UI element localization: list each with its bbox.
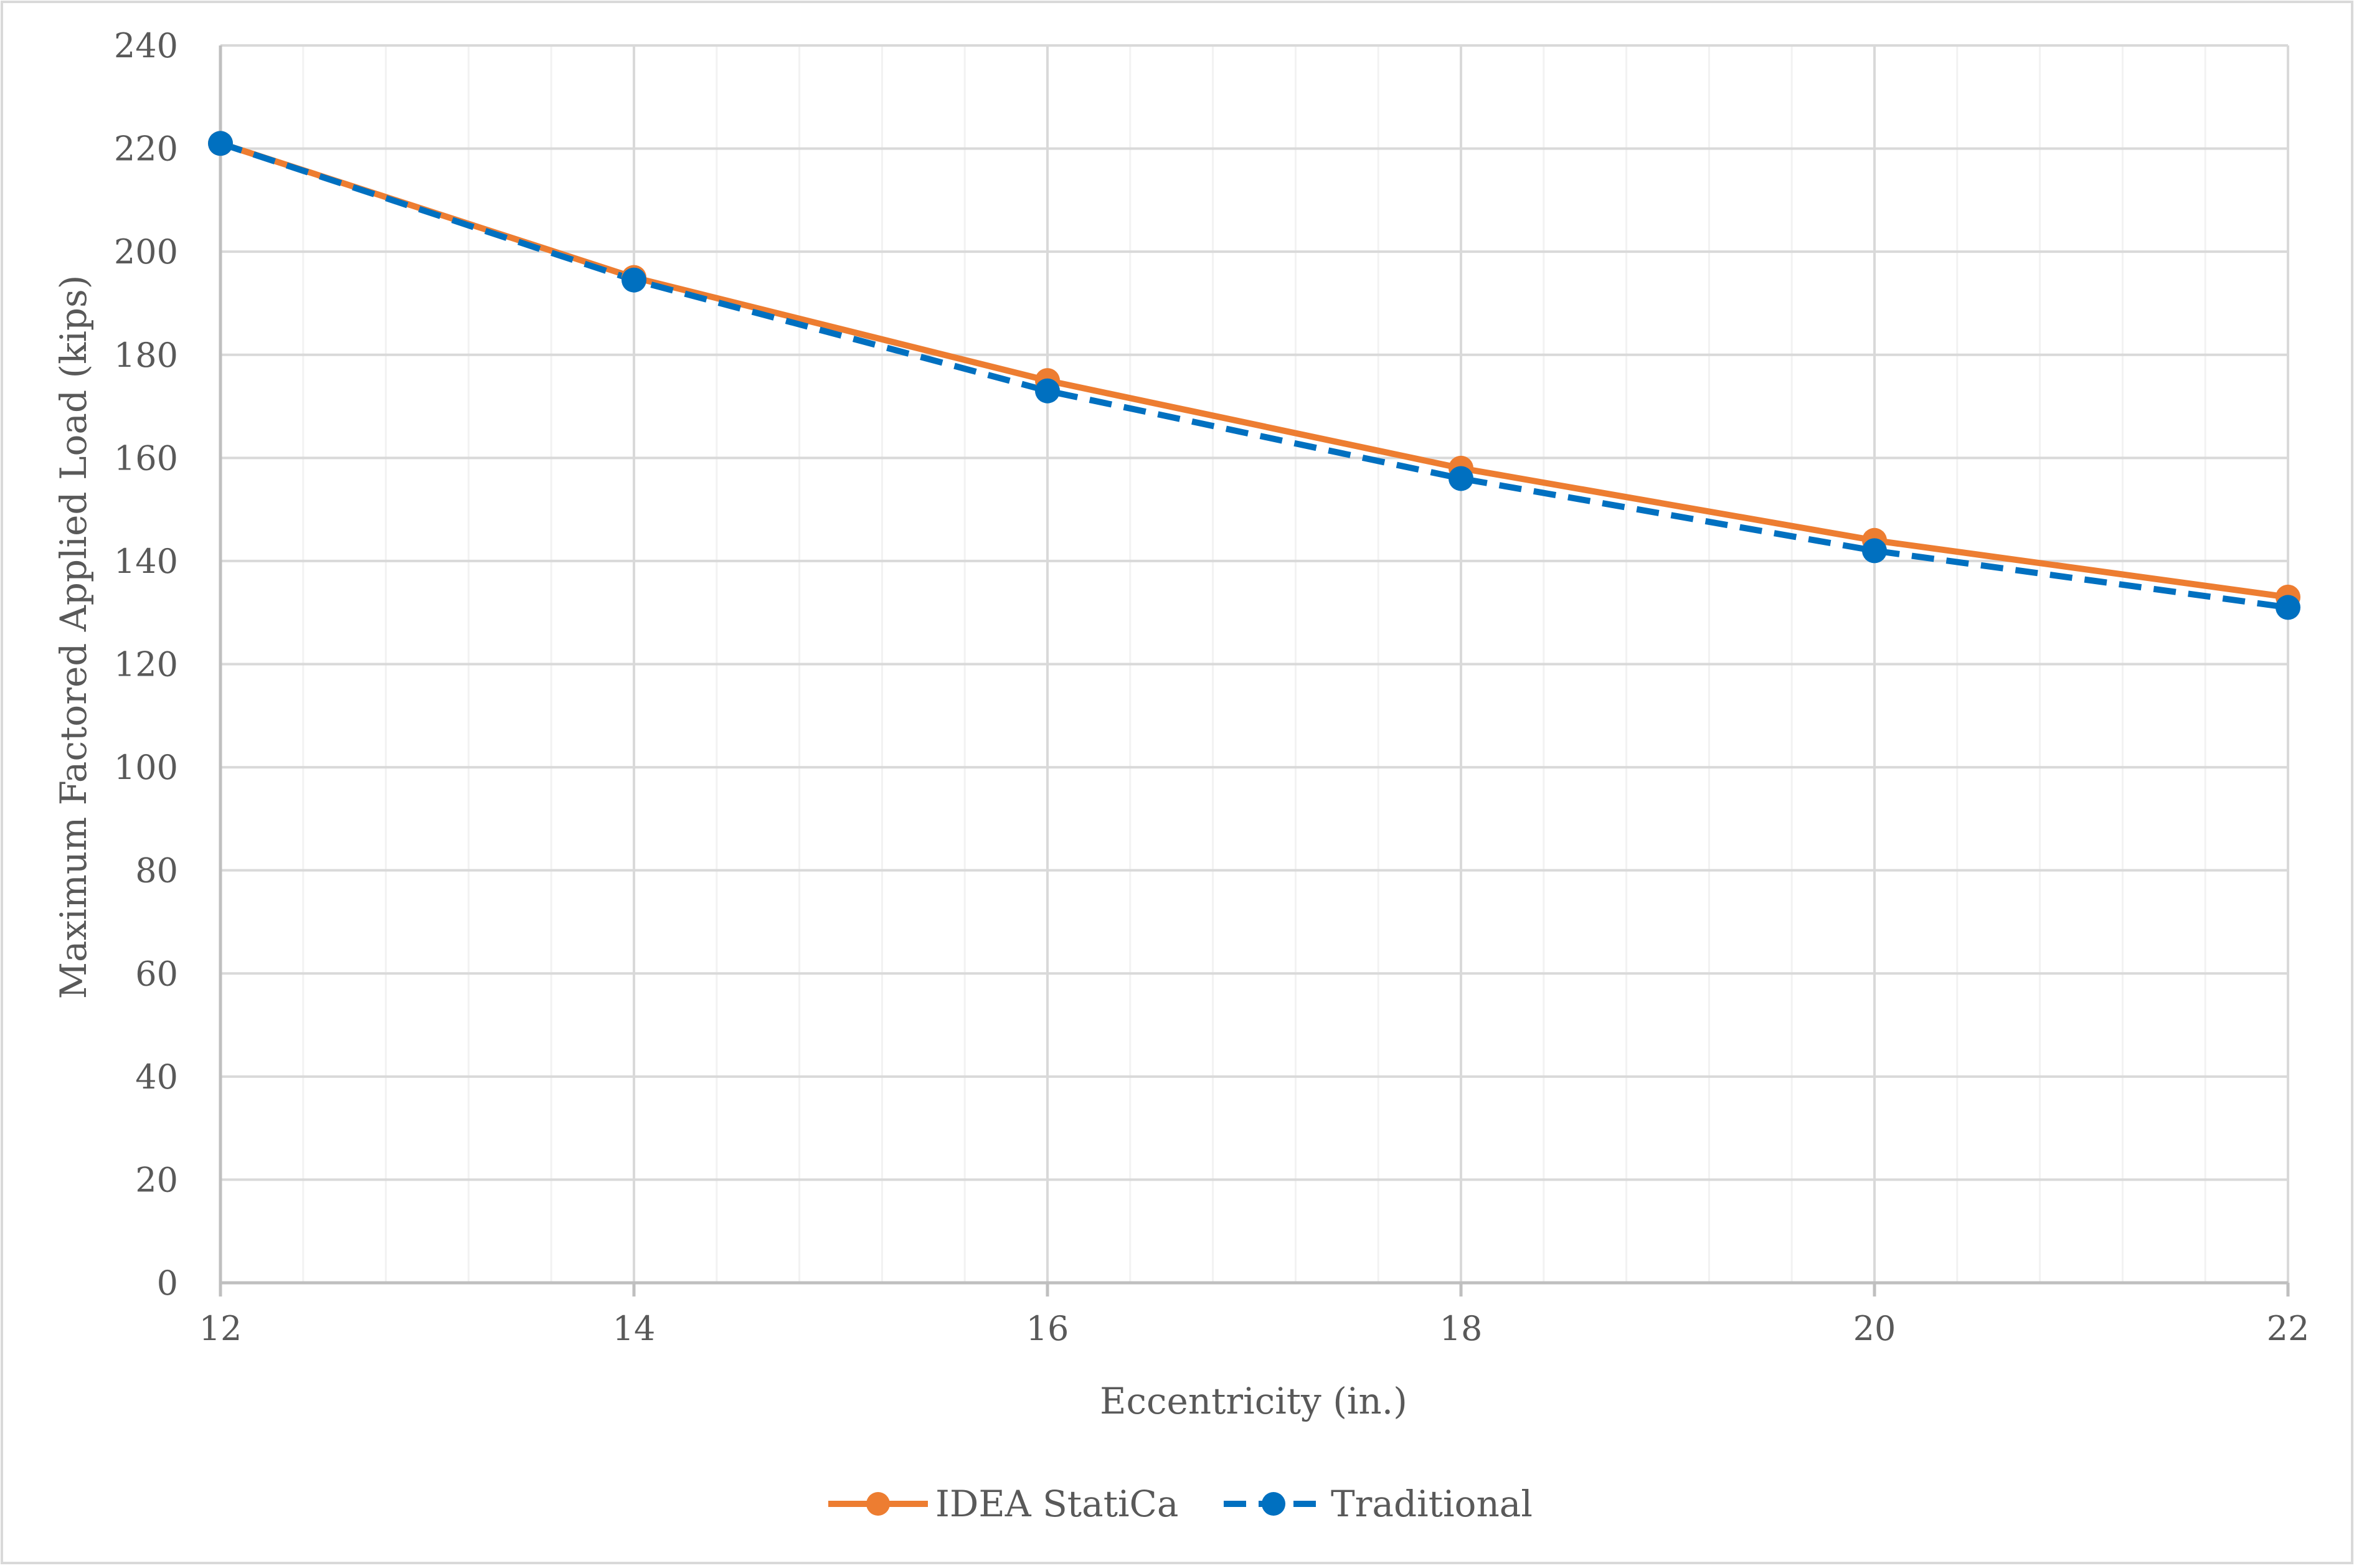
data-point-traditional — [208, 131, 233, 156]
x-tick-label: 22 — [2267, 1309, 2310, 1348]
y-tick-label: 200 — [114, 232, 178, 272]
y-tick-label: 80 — [135, 851, 178, 890]
y-tick-label: 0 — [157, 1263, 178, 1303]
x-axis-title: Eccentricity (in.) — [1100, 1380, 1407, 1422]
series-line-traditional — [219, 140, 2289, 611]
y-tick-label: 20 — [135, 1160, 178, 1199]
x-tick-label: 20 — [1853, 1309, 1896, 1348]
gridlines — [220, 44, 2289, 1283]
data-point-traditional — [2276, 595, 2300, 620]
y-tick-label: 140 — [114, 542, 178, 581]
x-tick-label: 14 — [613, 1309, 656, 1348]
legend: IDEA StatiCa Traditional — [828, 1483, 1533, 1525]
axes — [219, 45, 2290, 1296]
data-point-traditional — [1862, 538, 1887, 564]
legend-item-idea-statica[interactable]: IDEA StatiCa — [828, 1483, 1179, 1525]
x-tick-label: 12 — [199, 1309, 242, 1348]
legend-label-traditional: Traditional — [1331, 1483, 1533, 1525]
series — [208, 131, 2300, 620]
y-tick-label: 120 — [114, 645, 178, 684]
y-tick-label: 60 — [135, 954, 178, 993]
y-tick-label: 220 — [114, 130, 178, 169]
data-point-traditional — [1035, 378, 1060, 404]
data-point-traditional — [1449, 466, 1473, 491]
y-tick-label: 160 — [114, 438, 178, 478]
y-tick-label: 240 — [114, 26, 178, 65]
y-tick-label: 180 — [114, 336, 178, 375]
legend-marker-idea-statica — [866, 1492, 890, 1516]
legend-marker-traditional — [1262, 1492, 1285, 1516]
tick-labels: 12 14 16 18 20 220204060801001201401601802002… — [114, 26, 2309, 1348]
y-tick-label: 100 — [114, 748, 178, 787]
y-axis-title: Maximum Factored Applied Load (kips) — [52, 275, 95, 999]
data-point-traditional — [622, 267, 646, 293]
y-tick-label: 40 — [135, 1057, 178, 1097]
legend-label-idea-statica: IDEA StatiCa — [935, 1483, 1179, 1525]
legend-item-traditional[interactable]: Traditional — [1224, 1483, 1533, 1525]
x-tick-label: 18 — [1440, 1309, 1483, 1348]
x-tick-label: 16 — [1026, 1309, 1069, 1348]
